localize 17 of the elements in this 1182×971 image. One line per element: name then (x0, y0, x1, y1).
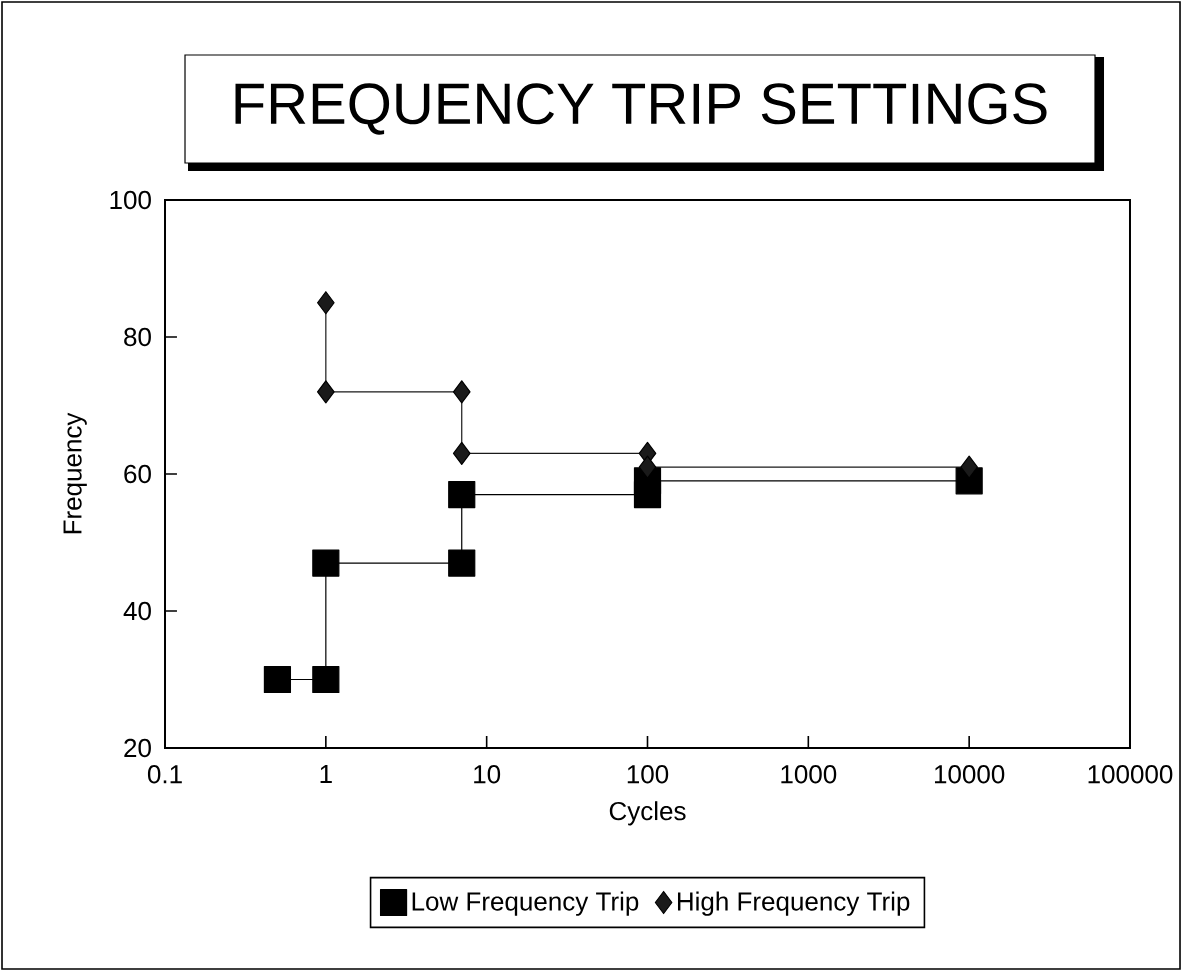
x-tick-label: 1 (320, 765, 332, 783)
legend-label: Low Frequency Trip (412, 891, 639, 916)
x-tick-label: 10 (474, 765, 501, 784)
y-tick-label: 20 (124, 738, 151, 758)
y-tick-label: 80 (124, 327, 151, 347)
y-axis-title: Frequency (63, 412, 87, 534)
y-tick-label: 100 (110, 190, 151, 210)
x-tick-label: 100000 (1088, 765, 1173, 784)
y-tick-label: 40 (123, 601, 151, 621)
legend-label: High Frequency Trip (677, 891, 910, 916)
x-tick-label: 1000 (781, 765, 837, 784)
x-tick-label: 100 (627, 765, 669, 784)
x-tick-label: 0.1 (147, 765, 182, 784)
x-tick-label: 10000 (934, 765, 1005, 784)
y-tick-label: 60 (124, 464, 151, 484)
x-axis-title: Cycles (609, 801, 686, 826)
chart-title: FREQUENCY TRIP SETTINGS (235, 83, 1047, 135)
